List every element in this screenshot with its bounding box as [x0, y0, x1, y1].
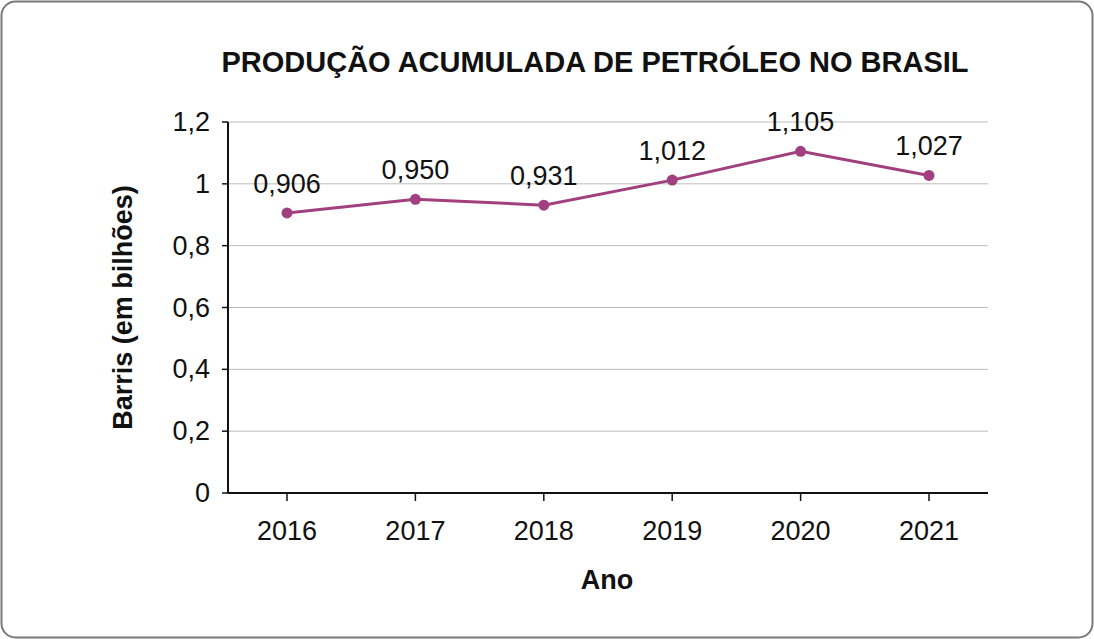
series-line	[287, 151, 929, 213]
y-tick-label: 0,6	[172, 293, 210, 323]
point	[282, 207, 293, 218]
grid-line	[228, 183, 988, 184]
point	[410, 194, 421, 205]
y-tick-label: 0,2	[172, 416, 210, 446]
chart: PRODUÇÃO ACUMULADA DE PETRÓLEO NO BRASIL…	[0, 0, 1094, 639]
x-axis-label: Ano	[581, 565, 633, 595]
x-tick-label: 2018	[514, 516, 574, 546]
grid-line	[228, 369, 988, 370]
data-label: 0,950	[382, 155, 450, 185]
data-label: 1,012	[638, 136, 706, 166]
point	[667, 175, 678, 186]
x-tick	[671, 493, 673, 501]
point	[795, 146, 806, 157]
y-tick-label: 0,4	[172, 354, 210, 384]
x-tick	[928, 493, 930, 501]
grid-line	[228, 245, 988, 246]
y-tick-label: 1	[195, 169, 210, 199]
x-tick	[415, 493, 417, 501]
point	[538, 200, 549, 211]
x-tick-label: 2019	[642, 516, 702, 546]
x-tick	[543, 493, 545, 501]
x-tick-label: 2017	[385, 516, 445, 546]
data-label: 1,027	[895, 131, 963, 161]
data-label: 0,931	[510, 161, 578, 191]
x-axis	[228, 492, 988, 494]
y-tick-label: 1,2	[172, 107, 210, 137]
x-tick	[800, 493, 802, 501]
grid-line	[228, 431, 988, 432]
y-axis-label: Barris (em bilhões)	[108, 185, 138, 430]
x-tick-label: 2021	[899, 516, 959, 546]
y-axis	[227, 122, 229, 493]
x-tick-label: 2020	[771, 516, 831, 546]
y-tick-label: 0	[195, 478, 210, 508]
data-label: 1,105	[767, 107, 835, 137]
data-label: 0,906	[253, 169, 321, 199]
frame	[2, 2, 1093, 638]
y-tick-label: 0,8	[172, 231, 210, 261]
grid-line	[228, 307, 988, 308]
plot-area	[282, 146, 935, 219]
grid-line	[228, 122, 988, 123]
x-tick	[286, 493, 288, 501]
point	[924, 170, 935, 181]
title: PRODUÇÃO ACUMULADA DE PETRÓLEO NO BRASIL	[221, 45, 968, 78]
x-tick-label: 2016	[257, 516, 317, 546]
